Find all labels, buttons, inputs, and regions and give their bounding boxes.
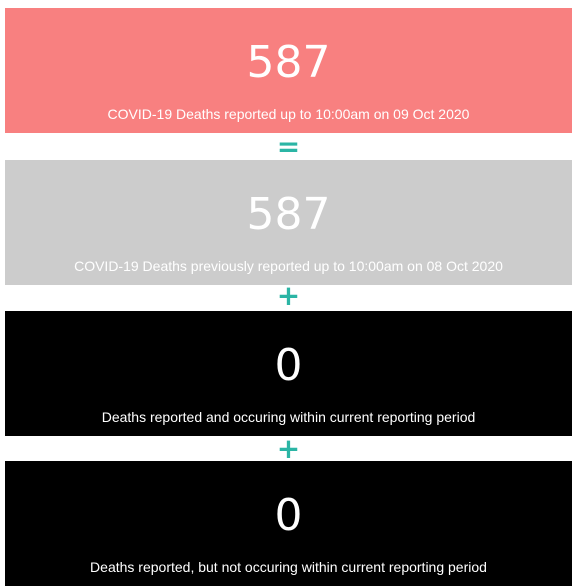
kpi-value: 0 — [274, 340, 303, 391]
kpi-label: COVID-19 Deaths previously reported up t… — [74, 258, 503, 274]
operator: = — [276, 130, 301, 163]
kpi-label: Deaths reported and occuring within curr… — [101, 409, 476, 425]
kpi-label: COVID-19 Deaths reported up to 10:00am o… — [107, 106, 470, 122]
kpi-card: 0 Deaths reported and occuring within cur… — [5, 311, 572, 436]
kpi-label: Deaths reported, but not occuring within… — [90, 559, 487, 575]
kpi-value: 0 — [274, 490, 303, 541]
kpi-card: 587 COVID-19 Deaths reported up to 10:00a… — [5, 8, 572, 133]
kpi-card: 587 COVID-19 Deaths previously reported u… — [5, 160, 572, 285]
operator: + — [276, 279, 301, 312]
kpi-value: 587 — [246, 189, 331, 240]
kpi-card: 0 Deaths reported, but not occuring withi… — [5, 461, 572, 586]
operator: + — [276, 432, 301, 465]
kpi-value: 587 — [246, 37, 331, 88]
